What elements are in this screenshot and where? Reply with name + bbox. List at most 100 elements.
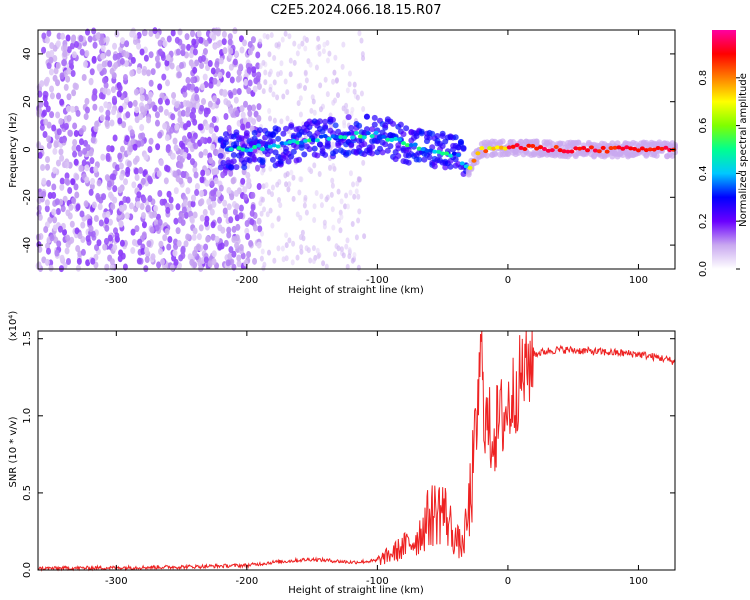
heatmap-noise-cell	[41, 46, 47, 54]
heatmap-signal-cell	[387, 143, 394, 150]
heatmap-noise-cell	[138, 113, 144, 121]
heatmap-noise-cell	[218, 57, 224, 65]
heatmap-noise-cell	[298, 111, 303, 118]
heatmap-noise-cell	[186, 43, 192, 51]
heatmap-noise-cell	[104, 224, 110, 232]
heatmap-signal-cell	[452, 156, 459, 163]
heatmap-noise-cell	[98, 38, 104, 46]
heatmap-noise-cell	[65, 234, 71, 242]
heatmap-noise-cell	[246, 66, 252, 74]
heatmap-noise-cell	[226, 226, 232, 234]
heatmap-noise-cell	[178, 254, 184, 262]
heatmap-noise-cell	[65, 34, 71, 42]
heatmap-noise-cell	[78, 138, 84, 146]
heatmap-noise-cell	[206, 136, 212, 144]
heatmap-noise-cell	[37, 245, 43, 253]
heatmap-noise-cell	[176, 240, 182, 248]
heatmap-noise-cell	[289, 169, 294, 176]
heatmap-noise-cell	[91, 27, 97, 35]
heatmap-noise-cell	[297, 43, 302, 50]
heatmap-noise-cell	[185, 187, 191, 195]
heatmap-noise-cell	[90, 230, 96, 238]
heatmap-signal-core	[471, 158, 477, 163]
heatmap-noise-cell	[245, 232, 251, 240]
spectrogram-y-ticks: -40 -20 0 20 40	[22, 48, 675, 253]
heatmap-noise-cell	[238, 63, 244, 71]
heatmap-noise-cell	[304, 209, 309, 216]
heatmap-noise-cell	[344, 192, 349, 199]
heatmap-noise-cell	[154, 224, 160, 232]
heatmap-noise-cell	[240, 252, 246, 260]
heatmap-noise-cell	[59, 177, 65, 185]
heatmap-signal-core	[279, 141, 285, 146]
heatmap-noise-cell	[226, 124, 232, 132]
heatmap-noise-cell	[302, 202, 307, 209]
snr-x-ticks: -300 -200 -100 0 100	[105, 331, 648, 587]
heatmap-noise-cell	[196, 30, 202, 38]
heatmap-noise-cell	[234, 110, 240, 118]
heatmap-signal-cell	[269, 156, 276, 163]
heatmap-noise-cell	[117, 117, 123, 125]
heatmap-noise-cell	[299, 244, 304, 251]
heatmap-noise-cell	[66, 93, 72, 101]
heatmap-noise-cell	[143, 54, 149, 62]
heatmap-noise-cell	[129, 69, 135, 77]
heatmap-signal-core	[565, 149, 571, 154]
heatmap-signal-core	[557, 148, 563, 153]
heatmap-noise-cell	[93, 125, 99, 133]
heatmap-noise-cell	[211, 33, 217, 41]
heatmap-signal-core	[502, 146, 508, 151]
heatmap-noise-cell	[90, 257, 96, 265]
heatmap-signal-cell	[421, 156, 428, 163]
heatmap-noise-cell	[193, 171, 199, 179]
heatmap-noise-cell	[178, 140, 184, 148]
heatmap-signal-core	[283, 141, 289, 146]
heatmap-noise-cell	[174, 101, 180, 109]
heatmap-noise-cell	[114, 30, 120, 38]
heatmap-noise-cell	[197, 123, 203, 131]
heatmap-noise-cell	[235, 223, 241, 231]
heatmap-noise-cell	[246, 177, 252, 185]
heatmap-noise-cell	[361, 106, 366, 113]
heatmap-noise-cell	[356, 264, 361, 271]
heatmap-noise-cell	[247, 48, 253, 56]
heatmap-noise-cell	[148, 137, 154, 145]
heatmap-noise-cell	[186, 153, 192, 161]
heatmap-noise-cell	[276, 71, 281, 78]
heatmap-noise-cell	[156, 170, 162, 178]
snr-y-multiplier: (x10⁴)	[8, 311, 19, 342]
heatmap-noise-cell	[217, 39, 223, 47]
heatmap-noise-cell	[330, 206, 335, 213]
heatmap-noise-cell	[199, 83, 205, 91]
heatmap-noise-cell	[118, 162, 124, 170]
heatmap-noise-cell	[180, 170, 186, 178]
heatmap-noise-cell	[227, 33, 233, 41]
heatmap-noise-cell	[83, 113, 89, 121]
heatmap-noise-cell	[212, 148, 218, 156]
heatmap-noise-cell	[125, 196, 131, 204]
heatmap-noise-cell	[210, 233, 216, 241]
heatmap-noise-cell	[199, 189, 205, 197]
heatmap-noise-cell	[88, 225, 94, 233]
heatmap-noise-cell	[83, 200, 89, 208]
heatmap-noise-cell	[312, 109, 317, 116]
heatmap-noise-cell	[333, 54, 338, 61]
heatmap-signal-cell	[222, 136, 229, 143]
heatmap-noise-cell	[214, 235, 220, 243]
heatmap-noise-cell	[88, 149, 94, 157]
heatmap-noise-cell	[144, 246, 150, 254]
heatmap-noise-cell	[360, 51, 365, 58]
heatmap-signal-core	[494, 145, 500, 150]
heatmap-noise-cell	[189, 158, 195, 166]
heatmap-noise-cell	[242, 186, 248, 194]
heatmap-noise-cell	[284, 242, 289, 249]
heatmap-noise-cell	[95, 192, 101, 200]
heatmap-noise-cell	[190, 83, 196, 91]
heatmap-noise-cell	[162, 234, 168, 242]
heatmap-noise-cell	[256, 103, 262, 111]
heatmap-noise-cell	[117, 84, 123, 92]
heatmap-signal-core	[389, 137, 395, 142]
heatmap-signal-cell	[217, 164, 224, 171]
heatmap-signal-core	[510, 144, 516, 149]
heatmap-noise-cell	[104, 119, 110, 127]
